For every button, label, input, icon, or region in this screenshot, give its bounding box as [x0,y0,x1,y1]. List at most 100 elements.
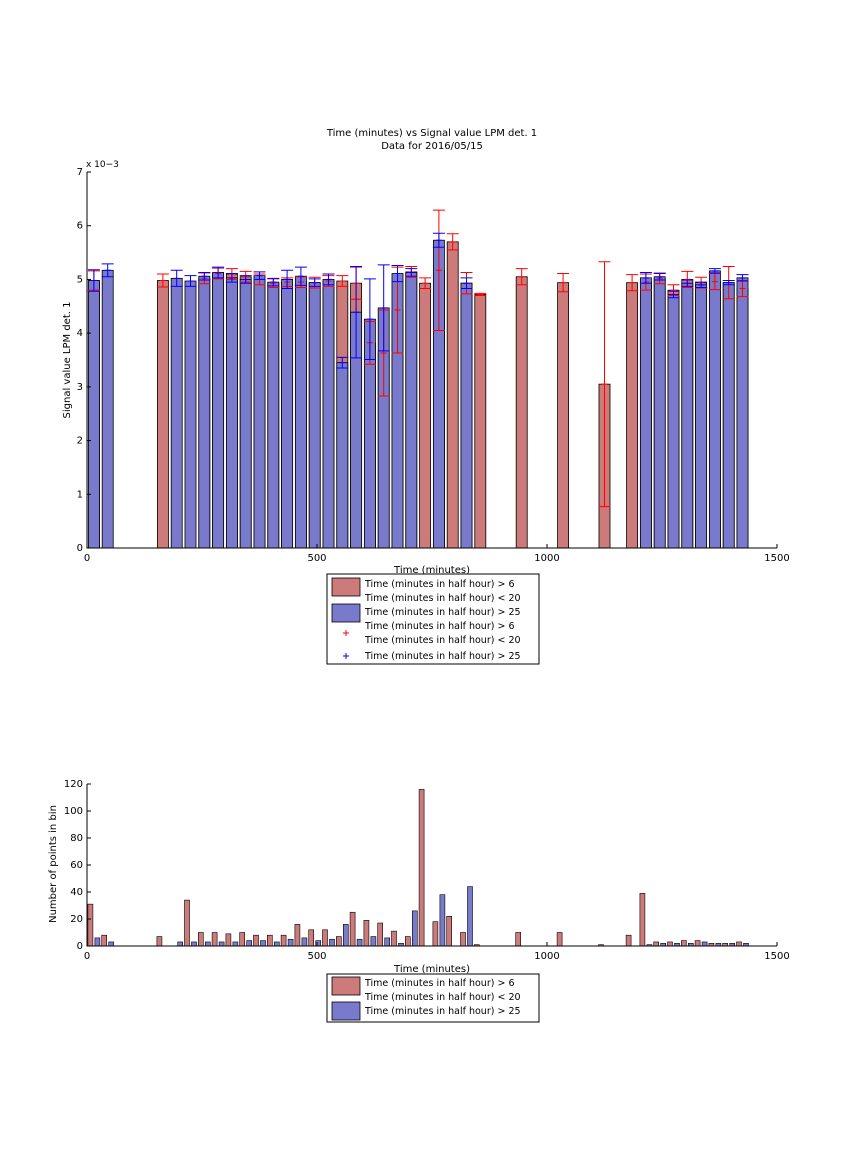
red-count-bar [404,936,411,947]
blue-count-bar [177,941,183,947]
red-bar [419,282,432,549]
blue-error-bar [405,268,418,277]
blue-bar [198,275,211,549]
blue-error-bar [722,280,735,286]
red-count-bar [694,940,701,947]
legend-swatch-blue [331,603,361,623]
red-bar [557,282,570,549]
y-tick-label: 5 [77,274,83,285]
top-y-ticks: 0 1 2 3 4 5 6 7 [77,167,91,554]
red-count-bar [556,932,563,947]
red-bar [515,276,528,549]
blue-bar [639,277,652,549]
blue-error-bar [667,290,680,299]
red-count-bar [101,934,107,947]
red-error-bar [681,270,694,288]
blue-error-bar [239,275,252,284]
y-tick-label: 3 [77,382,83,393]
legend-marker-blue-plus [343,653,349,659]
red-count-bar [225,933,232,947]
blue-count-bar [94,937,101,947]
chart-title: Time (minutes) vs Signal value LPM det. … [326,128,537,139]
red-count-bar [625,934,632,947]
blue-count-bar [191,941,197,947]
x-tick-label: 1500 [764,951,789,962]
top-x-ticks: 0 500 1000 1500 [84,544,790,564]
blue-count-bar [218,941,225,947]
y-tick-label: 0 [77,543,83,554]
legend-label: Time (minutes in half hour) < 20 [364,593,521,604]
blue-error-bar [460,277,473,290]
top-error-bars [87,209,749,508]
legend-label: Time (minutes in half hour) < 20 [364,992,521,1003]
red-count-bar [266,934,273,947]
x-tick-label: 1000 [534,553,559,564]
red-count-bar [349,911,356,947]
y-tick-label: 120 [64,779,83,790]
blue-count-bar [232,941,239,947]
legend-label: Time (minutes in half hour) > 25 [364,1006,521,1017]
blue-error-bar [294,266,307,286]
red-count-bar [680,940,687,947]
red-error-bar [515,268,528,286]
red-count-bar [363,920,370,947]
x-tick-label: 1500 [764,553,789,564]
blue-count-bar [108,941,114,947]
blue-error-bar [336,356,349,369]
blue-error-bar [308,278,321,287]
red-count-bar [294,924,301,947]
y-tick-label: 60 [70,860,83,871]
legend-marker-red-plus [343,630,349,636]
blue-count-bar [315,940,322,947]
red-bar [446,241,459,549]
blue-bar [695,284,708,549]
blue-bar [667,294,680,549]
red-error-bar [626,274,639,292]
blue-error-bar [391,264,404,283]
x-tick-label: 1000 [534,951,559,962]
red-count-bar [280,934,287,947]
red-count-bar [418,789,425,947]
red-bar [474,294,487,549]
red-count-bar [515,932,522,947]
y-tick-label: 1 [77,489,83,500]
red-error-bar [156,273,169,288]
red-bar [626,282,639,549]
blue-bar [405,272,418,549]
blue-count-bar [356,938,363,947]
red-count-bar [198,932,204,947]
signal-chart: Time (minutes) vs Signal value LPM det. … [62,128,790,665]
y-tick-label: 80 [70,833,83,844]
red-count-bar [335,936,342,947]
blue-bar [736,277,749,549]
y-exponent: x 10−3 [86,160,119,170]
y-tick-label: 4 [77,328,83,339]
blue-error-bar [695,281,708,288]
y-tick-label: 2 [77,436,83,447]
blue-error-bar [322,273,335,286]
red-error-bar [474,292,487,297]
blue-error-bar [87,269,100,292]
red-count-bar [432,921,439,947]
red-error-bar [336,275,349,287]
red-count-bar [87,903,94,947]
blue-bar [294,275,307,549]
red-count-bar [377,922,384,947]
blue-bar [253,275,266,549]
blue-count-bar [384,937,391,947]
blue-bar [722,282,735,549]
red-count-bar [460,932,466,947]
bottom-axes [86,784,777,947]
blue-error-bar [184,275,197,287]
red-count-bar [391,930,397,947]
red-count-bar [211,932,218,947]
blue-error-bar [377,264,390,352]
red-error-bar [708,273,721,291]
legend-swatch-blue [331,1001,361,1021]
blue-error-bar [281,269,294,290]
red-error-bar [419,277,432,290]
blue-bar [308,282,321,549]
blue-bar [212,272,225,549]
y-axis-label: Number of points in bin [48,805,59,923]
